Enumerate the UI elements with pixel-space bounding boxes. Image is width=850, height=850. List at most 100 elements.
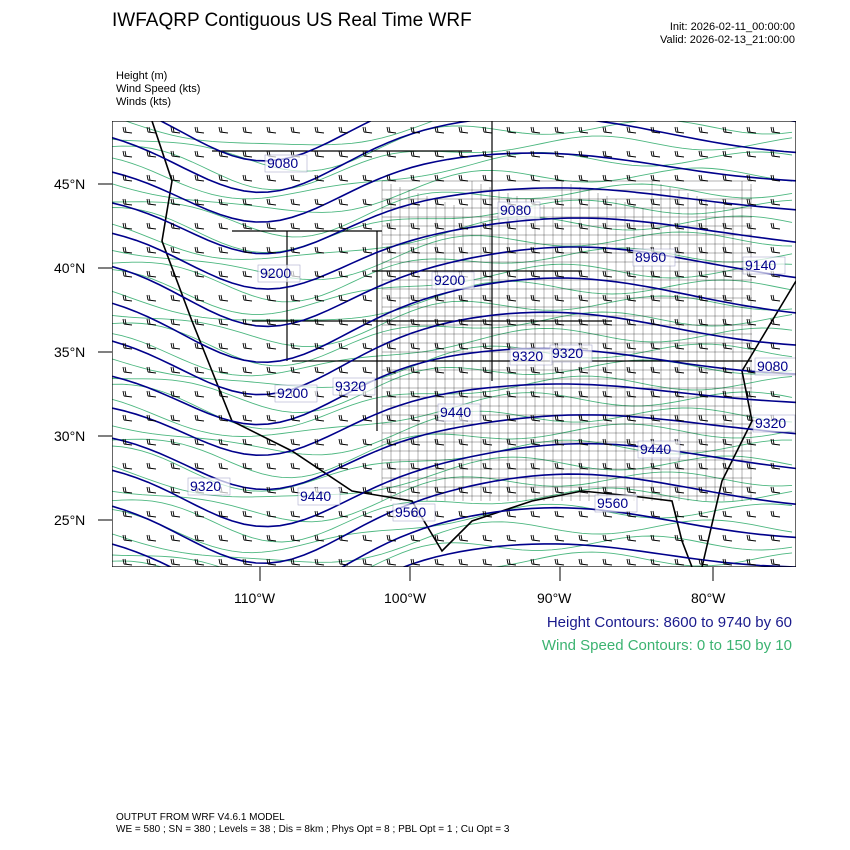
height-label: 9440 (640, 441, 671, 457)
wind-barb (554, 438, 565, 446)
wind-barb (458, 318, 469, 326)
wind-barb (506, 534, 517, 542)
wind-barb (770, 510, 781, 518)
height-label: 9320 (190, 478, 221, 494)
wind-barb (434, 534, 445, 542)
wind-barb (698, 198, 709, 206)
wind-barb (386, 462, 397, 470)
wind-barb (434, 366, 445, 374)
wind-barb (434, 462, 445, 470)
wind-barb (170, 486, 181, 494)
wind-barb (626, 438, 637, 446)
wind-barb (218, 366, 229, 374)
wind-barb (386, 174, 397, 182)
wind-barb (746, 366, 757, 374)
wind-barb (626, 294, 637, 302)
wind-barb (122, 534, 133, 542)
wind-barb (578, 150, 589, 158)
wind-barb (362, 438, 373, 446)
wind-barb (386, 222, 397, 230)
wind-speed-contour-line (112, 295, 793, 347)
wind-barb (122, 342, 133, 350)
height-label: 9560 (395, 504, 426, 520)
wind-barb (458, 294, 469, 302)
wind-barb (266, 198, 277, 206)
height-label-box (752, 414, 796, 433)
lat-label: 45°N (54, 176, 86, 192)
wind-barb (698, 126, 709, 134)
wind-barb (146, 318, 157, 326)
lon-label: 90°W (537, 590, 572, 606)
wind-barb (218, 150, 229, 158)
wind-barb (290, 438, 301, 446)
wind-barb (770, 174, 781, 182)
wind-speed-contour-line (112, 231, 793, 281)
wind-speed-contour-line (112, 471, 793, 523)
height-label-box (274, 384, 318, 403)
wind-barb (170, 294, 181, 302)
wind-barb (410, 294, 421, 302)
wind-barb (626, 318, 637, 326)
wind-barb (362, 222, 373, 230)
height-label-box (297, 487, 341, 506)
wind-barb (218, 342, 229, 350)
wind-barb (146, 198, 157, 206)
wind-speed-contour-line (124, 121, 435, 146)
wind-barb (530, 174, 541, 182)
wind-barb (194, 342, 205, 350)
wind-barb (746, 510, 757, 518)
wind-barb (506, 366, 517, 374)
wind-barb (170, 150, 181, 158)
wind-barb (506, 126, 517, 134)
wind-barb (650, 222, 661, 230)
wind-barb (482, 462, 493, 470)
wind-barb (530, 510, 541, 518)
height-contour-line (112, 311, 796, 396)
wind-barb (458, 198, 469, 206)
wind-barb (362, 558, 373, 566)
height-contour-line (112, 121, 796, 194)
wind-barb (362, 198, 373, 206)
lat-label: 30°N (54, 428, 86, 444)
wind-barb (674, 462, 685, 470)
wind-barb (218, 126, 229, 134)
wind-barb (602, 150, 613, 158)
wind-barb (410, 198, 421, 206)
wind-barb (482, 438, 493, 446)
wind-barb (482, 174, 493, 182)
wind-barb (242, 558, 253, 566)
wind-barb (674, 342, 685, 350)
wind-barb (338, 126, 349, 134)
wind-barb (626, 342, 637, 350)
lat-label: 40°N (54, 260, 86, 276)
wind-barb (650, 294, 661, 302)
wind-barb (410, 366, 421, 374)
wind-barb (698, 318, 709, 326)
wind-barb (674, 126, 685, 134)
wind-barb (458, 150, 469, 158)
wind-barb (698, 438, 709, 446)
wind-speed-contour-line (112, 183, 793, 238)
wind-barb (146, 174, 157, 182)
wind-barb (338, 558, 349, 566)
wind-barb (698, 246, 709, 254)
wind-barb (266, 414, 277, 422)
wind-barb (362, 246, 373, 254)
wind-barb (770, 390, 781, 398)
wind-barb (170, 510, 181, 518)
wind-barb (410, 126, 421, 134)
wind-barb (338, 318, 349, 326)
wind-barb (218, 174, 229, 182)
wind-barb (410, 558, 421, 566)
wind-barb (578, 438, 589, 446)
wind-barb (554, 486, 565, 494)
wind-barb (194, 414, 205, 422)
wind-barb (122, 510, 133, 518)
wind-barb (434, 222, 445, 230)
wind-barb (602, 342, 613, 350)
wind-barb (122, 414, 133, 422)
wind-barb (674, 414, 685, 422)
wind-barb (386, 126, 397, 134)
height-label: 9440 (440, 404, 471, 420)
wind-speed-contour-line (112, 167, 793, 213)
